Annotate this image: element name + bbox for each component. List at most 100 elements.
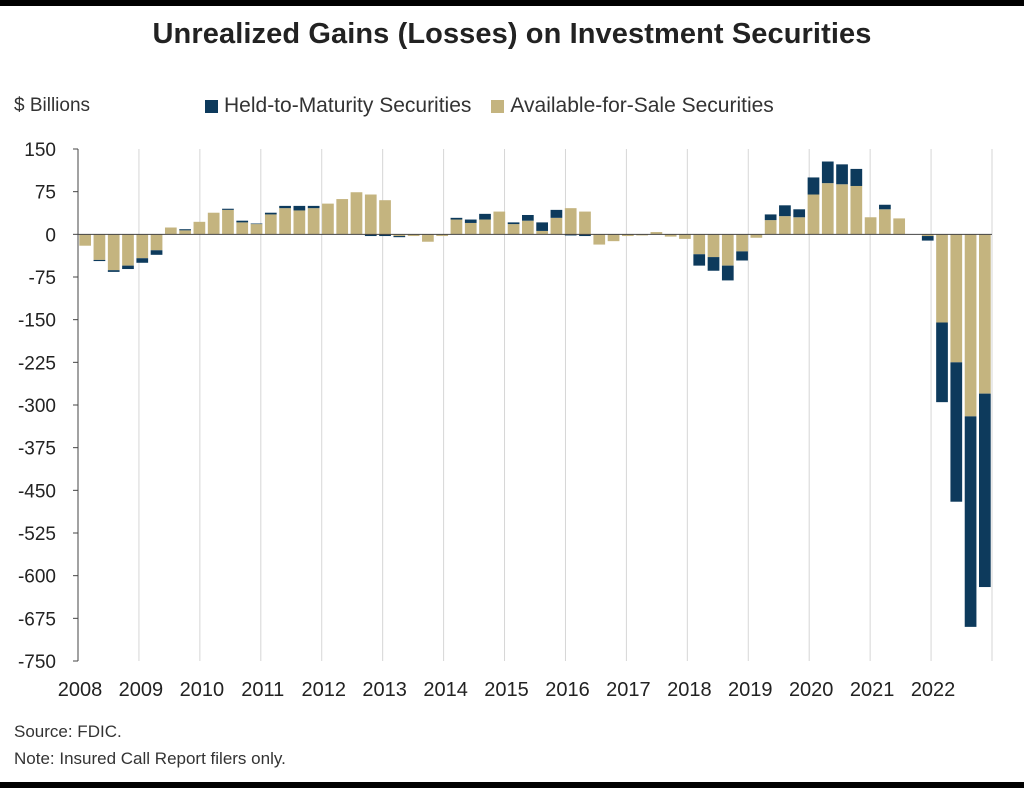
bar-afs: [821, 183, 834, 235]
y-tick-label: -375: [18, 439, 56, 460]
bar-htm: [936, 322, 948, 403]
bar-afs: [636, 234, 648, 236]
bar-afs: [436, 234, 449, 237]
bar-afs: [779, 216, 791, 235]
bar-htm: [136, 258, 149, 263]
bar-afs: [536, 230, 548, 235]
y-tick-label: -300: [18, 396, 56, 417]
bar-htm: [179, 229, 191, 231]
bar-htm: [707, 257, 720, 271]
bar-afs: [721, 234, 734, 266]
bar-htm: [393, 236, 406, 238]
x-tick-label: 2022: [911, 679, 956, 701]
bar-htm: [579, 234, 591, 237]
legend-swatch-afs: [491, 99, 505, 113]
bar-afs: [193, 221, 206, 235]
bar-afs: [393, 234, 406, 237]
bar-afs: [479, 219, 491, 235]
y-axis-unit-label: $ Billions: [14, 95, 91, 116]
x-tick-label: 2010: [180, 679, 225, 701]
bar-htm: [721, 265, 734, 281]
bar-afs: [379, 200, 391, 235]
y-tick-label: -150: [18, 311, 56, 332]
legend-label-htm: Held-to-Maturity Securities: [224, 94, 472, 117]
bar-htm: [464, 219, 477, 223]
bar-htm: [293, 205, 306, 211]
bar-htm: [564, 234, 577, 236]
legend-item-htm: Held-to-Maturity Securities: [205, 94, 471, 118]
bar-afs: [764, 220, 777, 235]
bar-afs: [864, 217, 877, 235]
bar-htm: [222, 208, 234, 210]
bar-afs: [550, 217, 563, 235]
x-tick-label: 2012: [301, 679, 346, 701]
bar-htm: [693, 254, 706, 266]
bar-afs: [450, 219, 463, 235]
y-tick-label: -600: [18, 567, 56, 588]
bar-afs: [350, 192, 363, 235]
bar-afs: [79, 234, 91, 246]
bar-afs: [150, 234, 163, 251]
bar-htm: [236, 220, 249, 223]
x-tick-label: 2016: [545, 679, 590, 701]
y-tick-label: 75: [35, 183, 56, 204]
bar-htm: [779, 205, 791, 217]
bar-afs: [936, 234, 948, 323]
x-tick-label: 2011: [241, 679, 284, 701]
legend-swatch-htm: [205, 99, 218, 113]
bar-afs: [136, 234, 149, 259]
bar-htm: [764, 214, 777, 221]
bar-htm: [821, 161, 834, 184]
chart-notes: Source: FDIC. Note: Insured Call Report …: [14, 718, 286, 772]
y-tick-label: -675: [18, 609, 56, 630]
bar-htm: [379, 234, 391, 237]
bar-afs: [979, 234, 991, 394]
bar-afs: [264, 214, 277, 235]
footnote: Note: Insured Call Report filers only.: [14, 749, 286, 768]
legend-item-afs: Available-for-Sale Securities: [491, 94, 774, 118]
y-tick-label: -450: [18, 481, 56, 502]
bar-afs: [921, 234, 934, 237]
bar-afs: [179, 230, 191, 235]
bar-afs: [336, 199, 349, 235]
bar-afs: [307, 208, 320, 235]
x-tick-label: 2008: [58, 679, 103, 701]
bar-htm: [93, 259, 106, 262]
bar-htm: [879, 204, 891, 210]
legend-label-afs: Available-for-Sale Securities: [510, 94, 774, 117]
bar-htm: [836, 164, 848, 185]
bar-afs: [122, 234, 134, 266]
y-tick-label: -750: [18, 652, 56, 673]
bar-afs: [293, 210, 306, 235]
bar-afs: [964, 234, 977, 417]
y-tick-label: 0: [45, 225, 56, 246]
chart-title: Unrealized Gains (Losses) on Investment …: [152, 18, 872, 50]
bar-htm: [107, 270, 120, 272]
bar-afs: [650, 232, 663, 235]
bar-htm: [921, 236, 934, 241]
x-tick-label: 2020: [789, 679, 834, 701]
x-tick-label: 2009: [119, 679, 164, 701]
y-tick-label: 150: [24, 140, 56, 161]
bar-afs: [736, 234, 748, 252]
bar-afs: [607, 234, 620, 242]
bar-afs: [107, 234, 120, 271]
source-note: Source: FDIC.: [14, 722, 122, 741]
x-tick-label: 2019: [728, 679, 773, 701]
bar-afs: [407, 234, 420, 237]
bar-afs: [279, 208, 291, 235]
bar-htm: [307, 205, 320, 209]
x-tick-label: 2021: [850, 679, 895, 701]
bar-afs: [893, 218, 906, 235]
bar-afs: [93, 234, 106, 260]
bar-htm: [807, 177, 820, 195]
bar-htm: [479, 213, 491, 220]
bar-htm: [450, 217, 463, 220]
bar-afs: [493, 211, 506, 235]
bar-htm: [364, 234, 377, 237]
bar-afs: [793, 217, 806, 235]
bar-afs: [464, 222, 477, 235]
bar-htm: [279, 205, 291, 209]
bar-afs: [364, 194, 377, 235]
